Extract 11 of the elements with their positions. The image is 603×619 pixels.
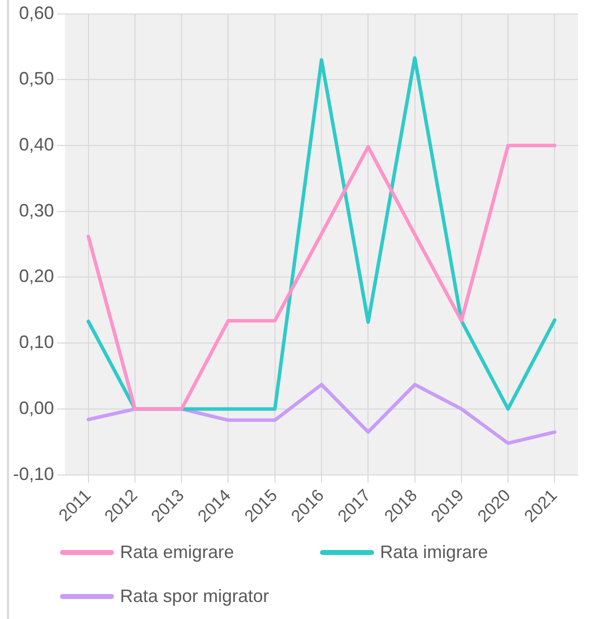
y-tick-label: 0,00 [18,398,54,418]
y-tick-label: 0,40 [18,134,54,154]
legend-label: Rata emigrare [120,542,234,562]
y-tick-label: 0,60 [18,2,54,23]
legend-label: Rata spor migrator [120,586,270,606]
y-tick-label: 0,10 [18,332,54,352]
y-tick-label: 0,30 [18,200,54,220]
y-tick-label: -0,10 [12,464,54,484]
y-tick-label: 0,50 [18,68,54,89]
y-tick-label: 0,20 [18,266,54,286]
legend-label: Rata imigrare [380,542,488,562]
